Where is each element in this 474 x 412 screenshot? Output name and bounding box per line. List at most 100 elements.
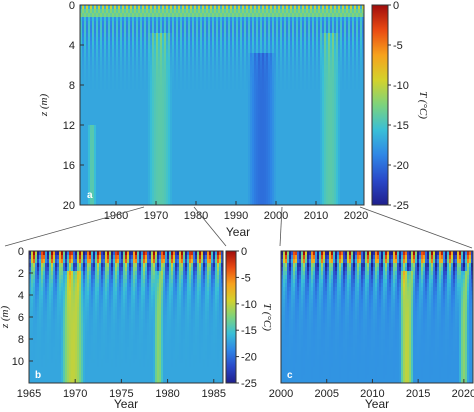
heatmap-cell [126,9,129,14]
heatmap-cell [272,121,275,126]
heatmap-cell [246,37,249,42]
heatmap-cell [258,173,261,178]
heatmap-cell [196,53,199,58]
heatmap-cell [240,9,243,14]
heatmap-cell [100,177,103,182]
heatmap-cell [134,125,137,130]
heatmap-cell [210,53,213,58]
heatmap-cell [170,81,173,86]
heatmap-cell [150,13,153,18]
heatmap-cell [254,169,257,174]
heatmap-cell [190,125,193,130]
heatmap-cell [238,165,241,170]
heatmap-cell [240,125,243,130]
heatmap-cell [202,29,205,34]
heatmap-cell [170,21,173,26]
heatmap-cell [158,37,161,42]
heatmap-cell [258,141,261,146]
heatmap-cell [192,181,195,186]
heatmap-cell [124,93,127,98]
heatmap-cell [96,57,99,62]
heatmap-cell [152,137,155,142]
heatmap-cell [228,101,231,106]
heatmap-cell [118,101,121,106]
heatmap-cell [192,137,195,142]
heatmap-cell [232,177,235,182]
heatmap-cell [122,161,125,166]
heatmap-cell [248,89,251,94]
heatmap-cell [214,89,217,94]
heatmap-cell [128,113,131,118]
heatmap-cell [120,73,123,78]
heatmap-cell [132,17,135,22]
heatmap-cell [180,109,183,114]
heatmap-cell [258,93,261,98]
heatmap-cell [152,173,155,178]
heatmap-cell [84,113,87,118]
heatmap-cell [80,153,83,158]
heatmap-cell [140,61,143,66]
heatmap-cell [190,141,193,146]
heatmap-cell [206,113,209,118]
heatmap-cell [216,181,219,186]
heatmap-cell [256,149,259,154]
heatmap-cell [130,49,133,54]
heatmap-cell [98,37,101,42]
heatmap-cell [138,45,141,50]
heatmap-cell [178,17,181,22]
heatmap-cell [278,137,281,142]
heatmap-cell [202,181,205,186]
heatmap-cell [276,189,279,194]
heatmap-cell [186,61,189,66]
heatmap-cell [146,81,149,86]
heatmap-cell [160,49,163,54]
heatmap-cell [134,173,137,178]
heatmap-cell [266,185,269,190]
heatmap-cell [192,133,195,138]
heatmap-cell [170,85,173,90]
heatmap-cell [88,57,91,62]
heatmap-cell [242,109,245,114]
heatmap-cell [152,129,155,134]
heatmap-cell [92,141,95,146]
heatmap-cell [228,33,231,38]
heatmap-cell [140,41,143,46]
heatmap-cell [112,149,115,154]
heatmap-cell [250,197,253,202]
heatmap-cell [196,85,199,90]
heatmap-cell [188,5,191,10]
heatmap-cell [128,121,131,126]
heatmap-cell [256,145,259,150]
heatmap-cell [114,153,117,158]
heatmap-cell [138,193,141,198]
heatmap-cell [240,29,243,34]
heatmap-cell [178,21,181,26]
heatmap-cell [102,29,105,34]
heatmap-cell [158,129,161,134]
heatmap-cell [170,133,173,138]
heatmap-cell [188,21,191,26]
heatmap-cell [124,9,127,14]
heatmap-cell [248,65,251,70]
heatmap-cell [142,5,145,10]
heatmap-cell [144,113,147,118]
heatmap-cell [166,165,169,170]
heatmap-cell [112,121,115,126]
heatmap-cell [276,153,279,158]
heatmap-cell [274,153,277,158]
heatmap-cell [188,97,191,102]
heatmap-cell [126,161,129,166]
heatmap-cell [162,33,165,38]
heatmap-cell [148,53,151,58]
heatmap-cell [130,21,133,26]
heatmap-cell [114,89,117,94]
heatmap-cell [90,117,93,122]
heatmap-cell [202,137,205,142]
heatmap-cell [242,157,245,162]
heatmap-cell [260,25,263,30]
heatmap-cell [252,5,255,10]
heatmap-cell [82,141,85,146]
heatmap-cell [114,53,117,58]
heatmap-cell [246,165,249,170]
heatmap-cell [132,201,135,206]
